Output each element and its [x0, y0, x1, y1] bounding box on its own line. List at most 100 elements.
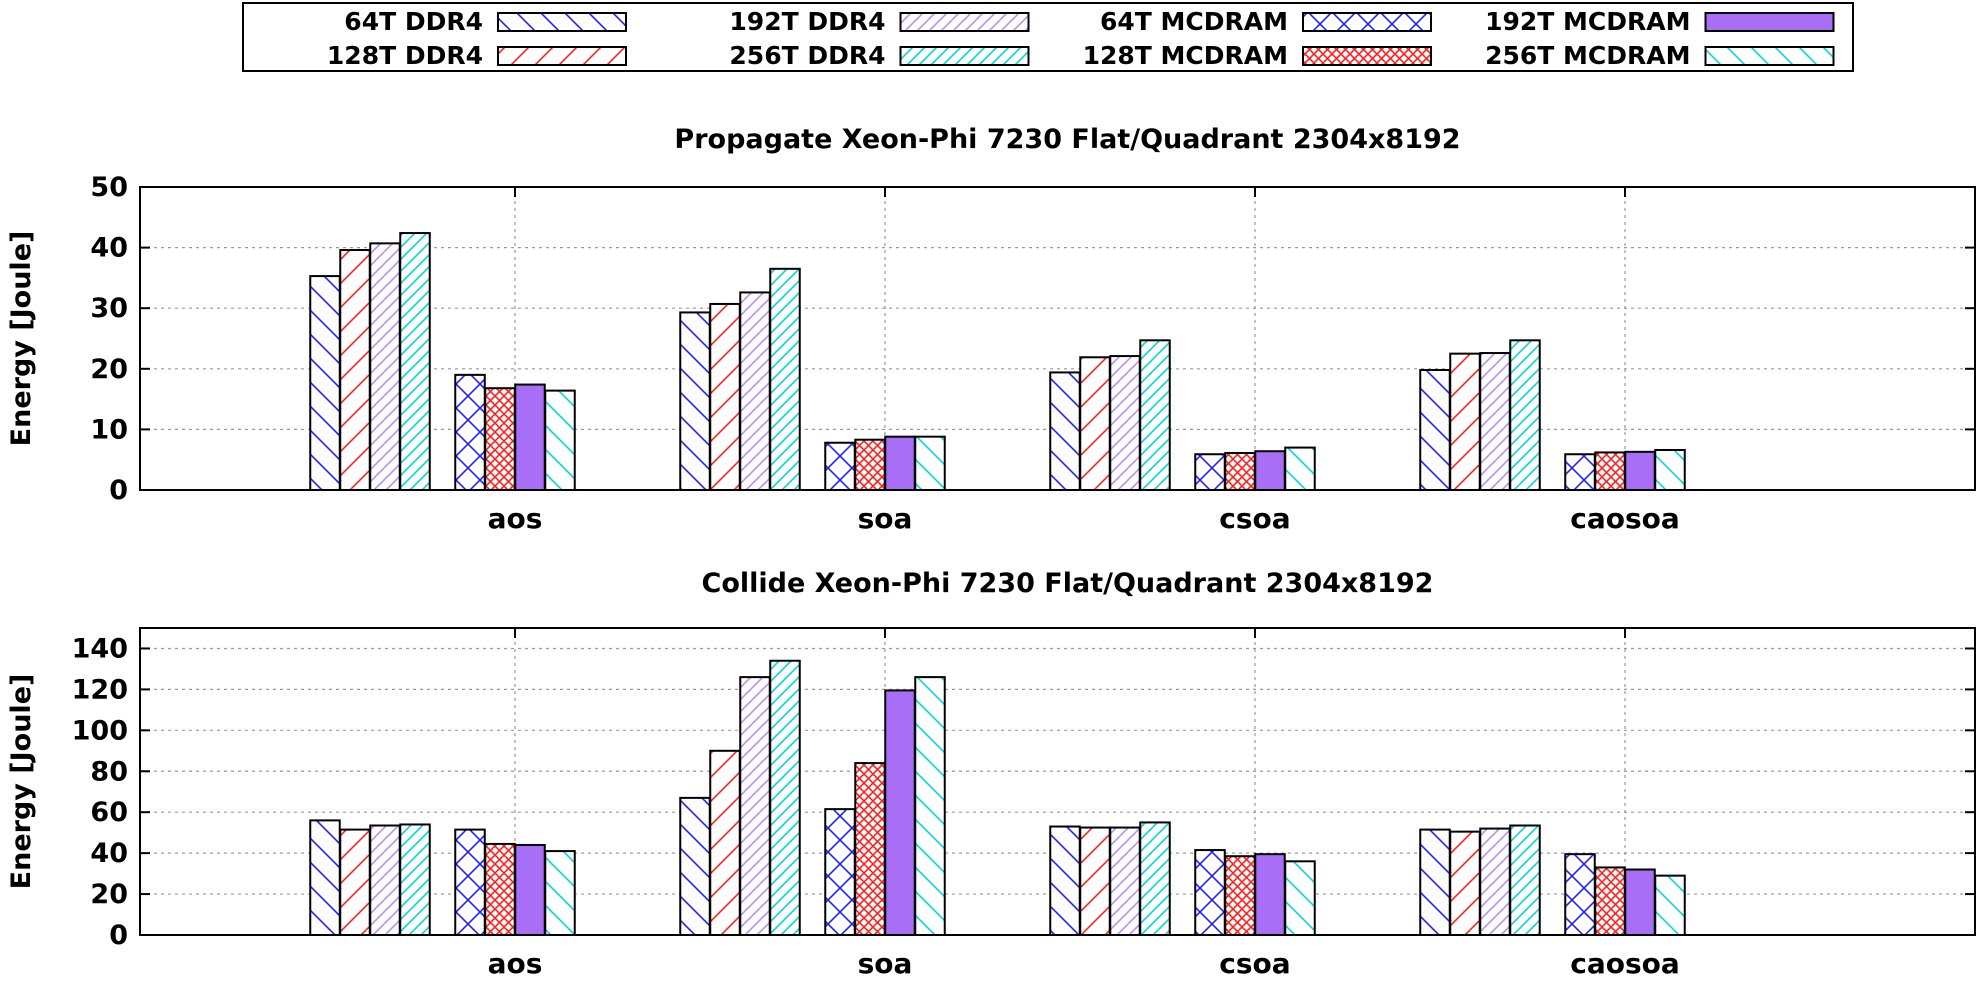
- chart-title: Collide Xeon-Phi 7230 Flat/Quadrant 2304…: [702, 568, 1434, 599]
- bar-128t-mcdram-csoa: [1224, 855, 1256, 936]
- bar-192t-ddr4-aos: [369, 824, 401, 937]
- bar-128t-ddr4-caosoa: [1449, 352, 1481, 491]
- bar-192t-mcdram-aos: [514, 383, 546, 491]
- plot-frame: [139, 186, 1976, 491]
- bar-192t-mcdram-soa: [884, 435, 916, 491]
- y-tick-label: 20: [90, 879, 128, 910]
- legend-swatch-256t-mcdram: [1704, 46, 1835, 66]
- legend-swatch-128t-ddr4: [497, 46, 627, 66]
- chart-panel-2: Collide Xeon-Phi 7230 Flat/Quadrant 2304…: [6, 568, 1976, 980]
- bar-192t-ddr4-caosoa: [1479, 827, 1511, 936]
- bar-256t-ddr4-aos: [399, 232, 431, 491]
- y-tick-label: 100: [72, 715, 128, 746]
- legend-label-192t-ddr4: 192T DDR4: [729, 7, 885, 36]
- bar-256t-mcdram-soa: [914, 435, 946, 491]
- bar-128t-ddr4-soa: [709, 749, 741, 936]
- y-tick-label: 50: [90, 172, 128, 203]
- bar-256t-ddr4-csoa: [1139, 821, 1171, 937]
- bar-64t-ddr4-aos: [309, 819, 341, 936]
- y-tick-label: 10: [90, 414, 128, 445]
- legend-swatch-64t-ddr4: [497, 12, 627, 32]
- y-axis-label: Energy [Joule]: [6, 674, 37, 890]
- bar-256t-mcdram-caosoa: [1654, 449, 1686, 491]
- bar-64t-mcdram-csoa: [1194, 849, 1226, 937]
- legend-swatch-192t-mcdram: [1704, 12, 1835, 32]
- legend-label-64t-ddr4: 64T DDR4: [344, 7, 483, 36]
- bar-64t-mcdram-soa: [824, 441, 856, 491]
- bar-64t-ddr4-soa: [679, 311, 711, 491]
- chart-title: Propagate Xeon-Phi 7230 Flat/Quadrant 23…: [674, 124, 1460, 155]
- bar-128t-mcdram-aos: [484, 842, 516, 937]
- bar-128t-mcdram-caosoa: [1594, 866, 1626, 937]
- bar-256t-mcdram-aos: [544, 389, 576, 491]
- legend-swatch-64t-mcdram: [1302, 12, 1432, 32]
- bar-256t-ddr4-caosoa: [1509, 824, 1541, 937]
- bar-128t-ddr4-soa: [709, 302, 741, 492]
- bar-192t-ddr4-soa: [739, 676, 771, 936]
- bar-64t-mcdram-caosoa: [1564, 853, 1596, 937]
- bar-64t-mcdram-caosoa: [1564, 453, 1596, 492]
- bar-64t-mcdram-aos: [454, 828, 486, 937]
- x-tick-label-caosoa: caosoa: [1570, 502, 1680, 535]
- bar-128t-ddr4-csoa: [1079, 826, 1111, 936]
- bar-128t-ddr4-caosoa: [1449, 830, 1481, 936]
- bar-64t-ddr4-aos: [309, 275, 341, 491]
- x-tick-label-caosoa: caosoa: [1570, 947, 1680, 980]
- x-tick-label-aos: aos: [488, 947, 543, 980]
- x-tick-label-soa: soa: [858, 947, 913, 980]
- bar-128t-mcdram-caosoa: [1594, 451, 1626, 492]
- legend-label-256t-mcdram: 256T MCDRAM: [1485, 41, 1690, 70]
- legend-swatch-192t-ddr4: [899, 12, 1030, 32]
- legend-label-64t-mcdram: 64T MCDRAM: [1100, 7, 1288, 36]
- bar-256t-mcdram-csoa: [1284, 446, 1316, 491]
- y-tick-label: 30: [90, 293, 128, 324]
- y-axis-label: Energy [Joule]: [6, 231, 37, 447]
- bar-256t-ddr4-caosoa: [1509, 339, 1541, 491]
- bar-64t-ddr4-caosoa: [1419, 369, 1451, 491]
- y-tick-label: 60: [90, 797, 128, 828]
- bar-192t-mcdram-aos: [514, 843, 546, 936]
- bar-64t-mcdram-aos: [454, 373, 486, 491]
- bar-192t-ddr4-soa: [739, 291, 771, 491]
- bar-64t-ddr4-soa: [679, 796, 711, 937]
- bar-64t-ddr4-csoa: [1049, 825, 1081, 937]
- chart-panels: Propagate Xeon-Phi 7230 Flat/Quadrant 23…: [6, 124, 1976, 980]
- bar-256t-mcdram-soa: [914, 676, 946, 936]
- bar-128t-ddr4-aos: [339, 249, 371, 491]
- bar-256t-mcdram-aos: [544, 850, 576, 936]
- x-tick-label-csoa: csoa: [1219, 947, 1290, 980]
- x-tick-label-csoa: csoa: [1219, 502, 1290, 535]
- bar-128t-mcdram-csoa: [1224, 452, 1256, 491]
- bar-128t-mcdram-soa: [854, 762, 886, 937]
- bar-192t-mcdram-caosoa: [1624, 450, 1656, 491]
- bar-128t-mcdram-soa: [854, 438, 886, 491]
- bar-64t-ddr4-csoa: [1049, 371, 1081, 492]
- bar-192t-mcdram-csoa: [1254, 450, 1286, 492]
- legend-swatch-256t-ddr4: [899, 46, 1030, 66]
- chart-panel-1: Propagate Xeon-Phi 7230 Flat/Quadrant 23…: [6, 124, 1976, 535]
- y-tick-label: 40: [90, 233, 128, 264]
- bar-192t-ddr4-caosoa: [1479, 352, 1511, 491]
- bar-256t-ddr4-soa: [769, 659, 801, 936]
- y-tick-label: 140: [72, 633, 128, 664]
- bar-128t-mcdram-aos: [484, 387, 516, 491]
- y-tick-label: 120: [72, 674, 128, 705]
- bar-192t-mcdram-csoa: [1254, 853, 1286, 937]
- x-tick-label-aos: aos: [488, 502, 543, 535]
- legend-label-192t-mcdram: 192T MCDRAM: [1485, 7, 1690, 36]
- bar-192t-ddr4-csoa: [1109, 826, 1141, 936]
- legend-label-128t-ddr4: 128T DDR4: [327, 41, 483, 70]
- y-tick-label: 80: [90, 756, 128, 787]
- bar-192t-mcdram-caosoa: [1624, 868, 1656, 936]
- bar-256t-mcdram-caosoa: [1654, 874, 1686, 936]
- bar-128t-ddr4-aos: [339, 828, 371, 937]
- bar-256t-ddr4-aos: [399, 823, 431, 936]
- bar-192t-ddr4-aos: [369, 242, 401, 491]
- bar-64t-mcdram-csoa: [1194, 453, 1226, 492]
- bar-128t-ddr4-csoa: [1079, 356, 1111, 492]
- y-tick-label: 0: [109, 475, 128, 506]
- bar-64t-ddr4-caosoa: [1419, 828, 1451, 937]
- y-tick-label: 20: [90, 354, 128, 385]
